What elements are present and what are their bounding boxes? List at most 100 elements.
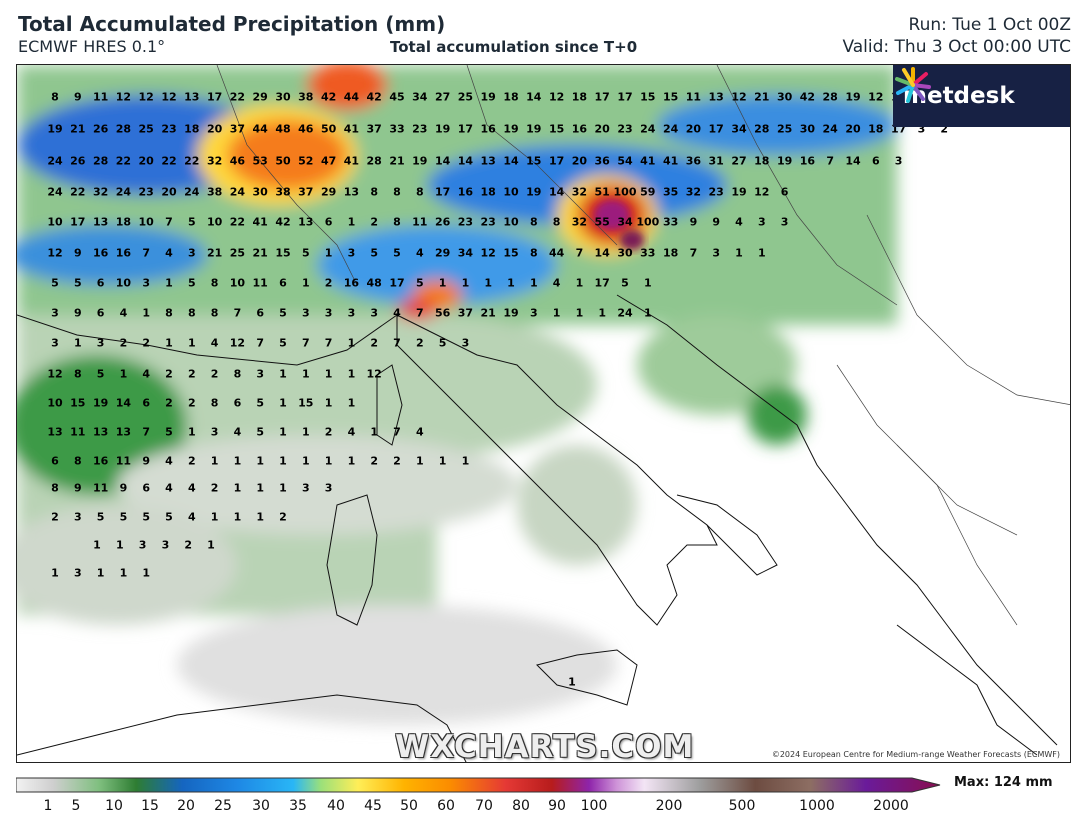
precip-value: 1 <box>279 425 287 439</box>
precip-value: 16 <box>571 122 588 136</box>
precip-value: 24 <box>115 185 132 199</box>
precip-value: 1 <box>370 425 379 439</box>
precip-value: 13 <box>92 215 109 229</box>
precip-value: 4 <box>393 306 401 320</box>
precip-value: 30 <box>252 185 268 199</box>
precip-value: 6 <box>871 154 880 168</box>
precip-value: 16 <box>480 122 496 136</box>
precip-value: 20 <box>685 122 702 136</box>
precip-value: 33 <box>389 122 405 136</box>
precip-value: 15 <box>503 246 519 260</box>
precip-value: 21 <box>389 154 405 168</box>
precip-value: 56 <box>434 306 451 320</box>
precip-value: 38 <box>206 185 223 199</box>
precip-value: 4 <box>165 454 173 468</box>
precip-value: 1 <box>301 367 310 381</box>
precip-value: 5 <box>165 425 173 439</box>
precip-value: 1 <box>207 538 215 552</box>
precip-value: 21 <box>206 246 223 260</box>
precip-value: 20 <box>571 154 588 168</box>
precip-value: 2 <box>184 538 193 552</box>
precip-value: 29 <box>434 246 451 260</box>
precip-value: 27 <box>731 154 747 168</box>
precip-value: 4 <box>347 425 356 439</box>
colorbar-tick: 40 <box>327 798 345 814</box>
precip-value: 4 <box>552 276 561 290</box>
precip-value: 9 <box>712 215 721 229</box>
precip-value: 12 <box>115 90 132 104</box>
precip-value: 13 <box>480 154 496 168</box>
precip-value: 3 <box>301 306 310 320</box>
metdesk-star-icon <box>895 67 931 103</box>
precipitation-map[interactable]: 8 9 11 12 12 12 13 17 22 29 30 38 42 44 42 45 34 27 25 19 18… <box>16 64 1071 763</box>
precip-value: 100 <box>636 215 660 229</box>
precip-value: 2 <box>279 510 287 524</box>
precip-value: 30 <box>776 90 793 104</box>
precip-value: 3 <box>161 538 170 552</box>
colorbar-tick: 10 <box>105 798 123 814</box>
precip-value: 21 <box>480 306 496 320</box>
precip-value: 3 <box>210 425 219 439</box>
precip-value: 1 <box>210 454 219 468</box>
precip-value: 6 <box>780 185 789 199</box>
precip-value: 17 <box>389 276 405 290</box>
precip-value: 18 <box>503 90 519 104</box>
precip-value: 22 <box>70 185 86 199</box>
precip-value: 1 <box>643 306 652 320</box>
precip-value: 2 <box>187 367 196 381</box>
precip-value: 1 <box>347 454 356 468</box>
precip-value: 6 <box>96 276 105 290</box>
precip-value: 9 <box>73 246 82 260</box>
precip-value: 11 <box>70 425 86 439</box>
precip-value: 4 <box>233 425 242 439</box>
precip-value: 8 <box>187 306 196 320</box>
precip-value: 10 <box>138 215 154 229</box>
precip-value: 50 <box>320 122 337 136</box>
precip-value: 5 <box>415 276 424 290</box>
precip-value: 6 <box>279 276 287 290</box>
precip-value: 1 <box>484 276 493 290</box>
precip-value: 5 <box>119 510 128 524</box>
precip-value: 8 <box>51 481 59 495</box>
precip-value: 1 <box>256 510 265 524</box>
precip-value: 1 <box>119 566 128 580</box>
precip-value: 12 <box>366 367 382 381</box>
precip-value: 16 <box>92 246 109 260</box>
precip-value: 20 <box>138 154 154 168</box>
precip-value: 2 <box>210 367 219 381</box>
precip-value: 10 <box>503 185 519 199</box>
precip-value: 24 <box>662 122 679 136</box>
precip-value: 7 <box>142 246 151 260</box>
precip-value: 41 <box>252 215 268 229</box>
colorbar-tick: 2000 <box>873 798 909 814</box>
precip-value: 1 <box>324 367 333 381</box>
precip-value: 24 <box>822 122 838 136</box>
precip-value: 3 <box>73 510 82 524</box>
precip-value: 3 <box>370 306 379 320</box>
precip-value: 1 <box>301 425 310 439</box>
precip-value: 55 <box>594 215 610 229</box>
precip-value: 9 <box>73 90 82 104</box>
precip-value: 8 <box>73 367 82 381</box>
max-value-label: Max: 124 mm <box>954 775 1053 790</box>
precip-value: 41 <box>343 122 360 136</box>
precip-value: 44 <box>548 246 565 260</box>
precip-value: 28 <box>754 122 770 136</box>
precip-value: 1 <box>461 454 470 468</box>
precip-value: 6 <box>324 215 333 229</box>
precip-value: 8 <box>393 185 401 199</box>
coastlines <box>17 65 1070 762</box>
precip-value: 1 <box>757 246 766 260</box>
precip-value: 41 <box>662 154 679 168</box>
precip-value: 34 <box>457 246 474 260</box>
precip-value: 1 <box>256 481 265 495</box>
precip-value: 52 <box>298 154 314 168</box>
precip-value: 8 <box>370 185 379 199</box>
colorbar-tick: 35 <box>289 798 307 814</box>
precip-value: 13 <box>343 185 360 199</box>
precip-value: 15 <box>548 122 565 136</box>
precip-value: 5 <box>438 336 447 350</box>
precip-value: 7 <box>324 336 333 350</box>
precip-value: 1 <box>643 276 652 290</box>
precip-value: 3 <box>51 336 59 350</box>
